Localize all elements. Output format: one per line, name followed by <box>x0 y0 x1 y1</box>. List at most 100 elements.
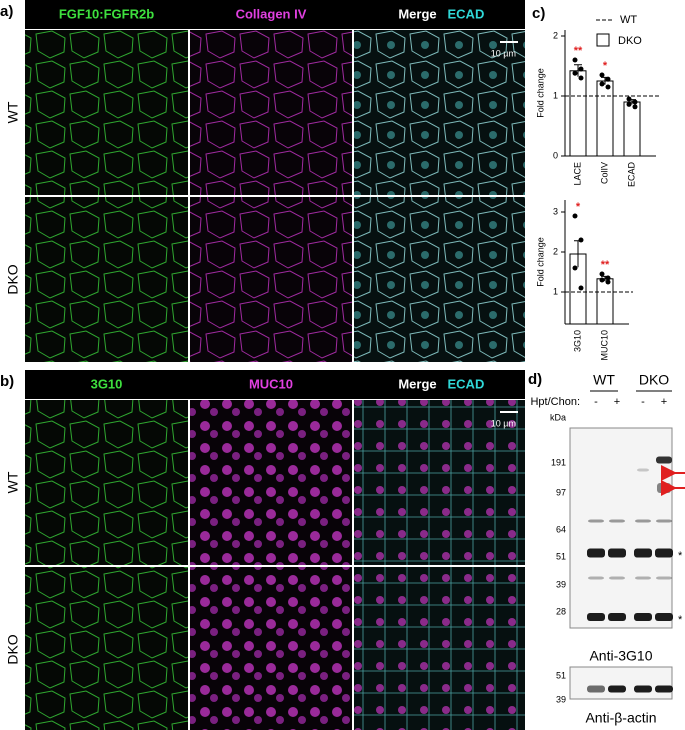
nonspecific-mark: * <box>678 550 683 562</box>
lane-label: + <box>614 396 620 408</box>
blot-band <box>657 483 671 493</box>
blot-band <box>635 576 651 580</box>
blot-label: Anti-β-actin <box>585 710 656 726</box>
row-label: DKO <box>5 264 21 294</box>
blot-band <box>655 548 673 558</box>
bar <box>596 278 614 325</box>
data-point <box>572 265 578 271</box>
micrograph <box>354 567 525 730</box>
legend-label: DKO <box>618 35 642 47</box>
bar <box>623 101 641 157</box>
marker-label: 191 <box>551 457 566 467</box>
unit-label: kDa <box>550 412 566 422</box>
data-point <box>605 279 611 285</box>
data-point <box>632 104 638 110</box>
panel-label: a) <box>0 3 13 20</box>
x-tick-label: 3G10 <box>572 330 582 352</box>
blot <box>569 666 673 700</box>
micrograph <box>190 400 352 565</box>
blot-band <box>587 548 605 558</box>
data-point <box>572 70 578 76</box>
micrograph <box>25 400 188 565</box>
blot-band <box>608 548 626 558</box>
data-point <box>599 277 605 283</box>
blot-band <box>637 468 649 472</box>
group-label: DKO <box>639 372 669 388</box>
blot-band <box>587 613 605 621</box>
micrograph <box>354 30 525 195</box>
x-tick-label: LACE <box>572 162 582 186</box>
column-header: Merge <box>398 6 436 21</box>
blot-band <box>635 519 651 523</box>
column-header: MUC10 <box>249 376 293 391</box>
micrograph <box>190 30 352 195</box>
column-header: 3G10 <box>91 376 123 391</box>
blot-band <box>655 613 673 621</box>
marker-label: 51 <box>556 670 566 680</box>
significance: ** <box>601 259 610 271</box>
marker-label: 39 <box>556 694 566 704</box>
marker-label: 64 <box>556 524 566 534</box>
data-point <box>632 99 638 105</box>
data-point <box>572 213 578 219</box>
blot-band <box>655 685 673 693</box>
significance: * <box>603 60 608 72</box>
column-header: ECAD <box>448 376 485 391</box>
marker-label: 51 <box>556 551 566 561</box>
data-point <box>626 96 632 102</box>
y-tick-label: 2 <box>553 30 558 40</box>
blot-band <box>609 576 625 580</box>
x-tick-label: ECAD <box>626 162 636 188</box>
blot-band <box>588 519 604 523</box>
y-tick-label: 2 <box>553 246 558 256</box>
data-point <box>578 237 584 243</box>
row-label: WT <box>5 471 21 493</box>
column-header: Collagen IV <box>236 6 307 21</box>
significance: * <box>576 201 581 213</box>
marker-label: 39 <box>556 579 566 589</box>
y-axis-label: Fold change <box>535 237 545 287</box>
data-point <box>605 84 611 90</box>
lane-label: - <box>641 396 645 408</box>
y-axis-label: Fold change <box>535 68 545 118</box>
data-point <box>578 66 584 72</box>
blot-band <box>609 519 625 523</box>
data-point <box>572 57 578 63</box>
micrograph <box>190 567 352 730</box>
header-bar <box>25 370 525 399</box>
blot <box>569 427 673 629</box>
micrograph <box>25 30 188 195</box>
legend-dko-box <box>596 33 610 47</box>
x-tick-label: MUC10 <box>599 330 609 361</box>
column-header: FGF10:FGFR2b <box>59 6 154 21</box>
data-point <box>605 275 611 281</box>
treatment-label: Hpt/Chon: <box>530 396 580 408</box>
marker-label: 97 <box>556 487 566 497</box>
data-point <box>578 285 584 291</box>
data-point <box>599 81 605 87</box>
data-point <box>626 101 632 107</box>
blot-label: Anti-3G10 <box>589 648 652 664</box>
data-point <box>605 76 611 82</box>
row-label: DKO <box>5 634 21 664</box>
marker-label: 28 <box>556 606 566 616</box>
blot-band <box>634 548 652 558</box>
lane-label: - <box>594 396 598 408</box>
panel-label: b) <box>0 373 14 390</box>
y-tick-label: 0 <box>553 150 558 160</box>
blot-band <box>587 685 605 693</box>
blot-band <box>634 613 652 621</box>
blot-band <box>656 519 672 523</box>
blot-band <box>634 685 652 693</box>
micrograph <box>190 197 352 362</box>
micrograph <box>354 400 525 565</box>
legend-label: WT <box>620 14 637 26</box>
column-header: Merge <box>398 376 436 391</box>
panel-label: d) <box>528 371 542 388</box>
y-tick-label: 3 <box>553 206 558 216</box>
column-header: ECAD <box>448 6 485 21</box>
significance: ** <box>574 45 583 57</box>
panel-label: c) <box>532 5 545 22</box>
blot-band <box>608 613 626 621</box>
